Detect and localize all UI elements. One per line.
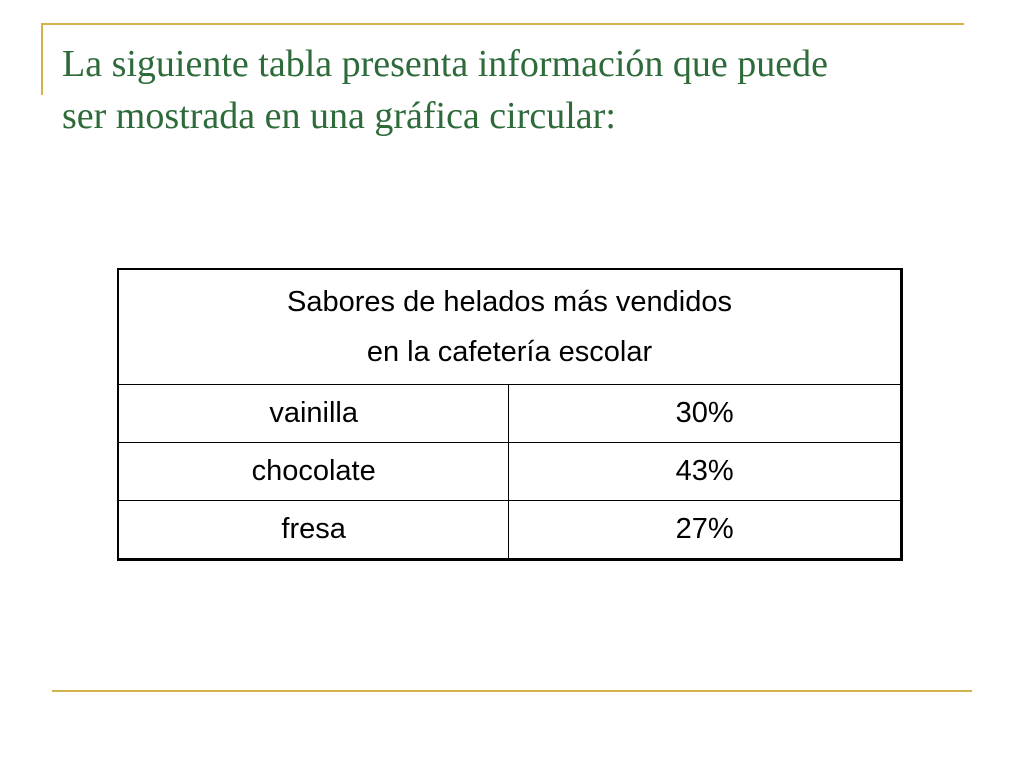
top-accent-rule <box>41 23 964 25</box>
flavor-cell: chocolate <box>118 442 510 501</box>
flavor-cell: vainilla <box>118 384 510 443</box>
table-header-cell: Sabores de helados más vendidos en la ca… <box>118 269 902 385</box>
flavor-cell: fresa <box>118 500 510 560</box>
left-accent-rule <box>41 23 43 95</box>
ice-cream-flavors-table: Sabores de helados más vendidos en la ca… <box>117 268 903 561</box>
percentage-cell: 30% <box>508 384 902 443</box>
table-header-row: Sabores de helados más vendidos en la ca… <box>118 269 902 385</box>
table-row-fresa: fresa 27% <box>118 500 902 560</box>
bottom-accent-rule <box>52 690 972 692</box>
slide-title: La siguiente tabla presenta información … <box>62 43 829 137</box>
percentage-cell: 43% <box>508 442 902 501</box>
table-header-line-2: en la cafetería escolar <box>366 336 653 368</box>
table-header-line-1: Sabores de helados más vendidos <box>287 286 732 318</box>
percentage-cell: 27% <box>675 513 734 545</box>
table-row-vainilla: vainilla 30% <box>118 384 902 443</box>
table-row-chocolate: chocolate 43% <box>118 442 902 501</box>
